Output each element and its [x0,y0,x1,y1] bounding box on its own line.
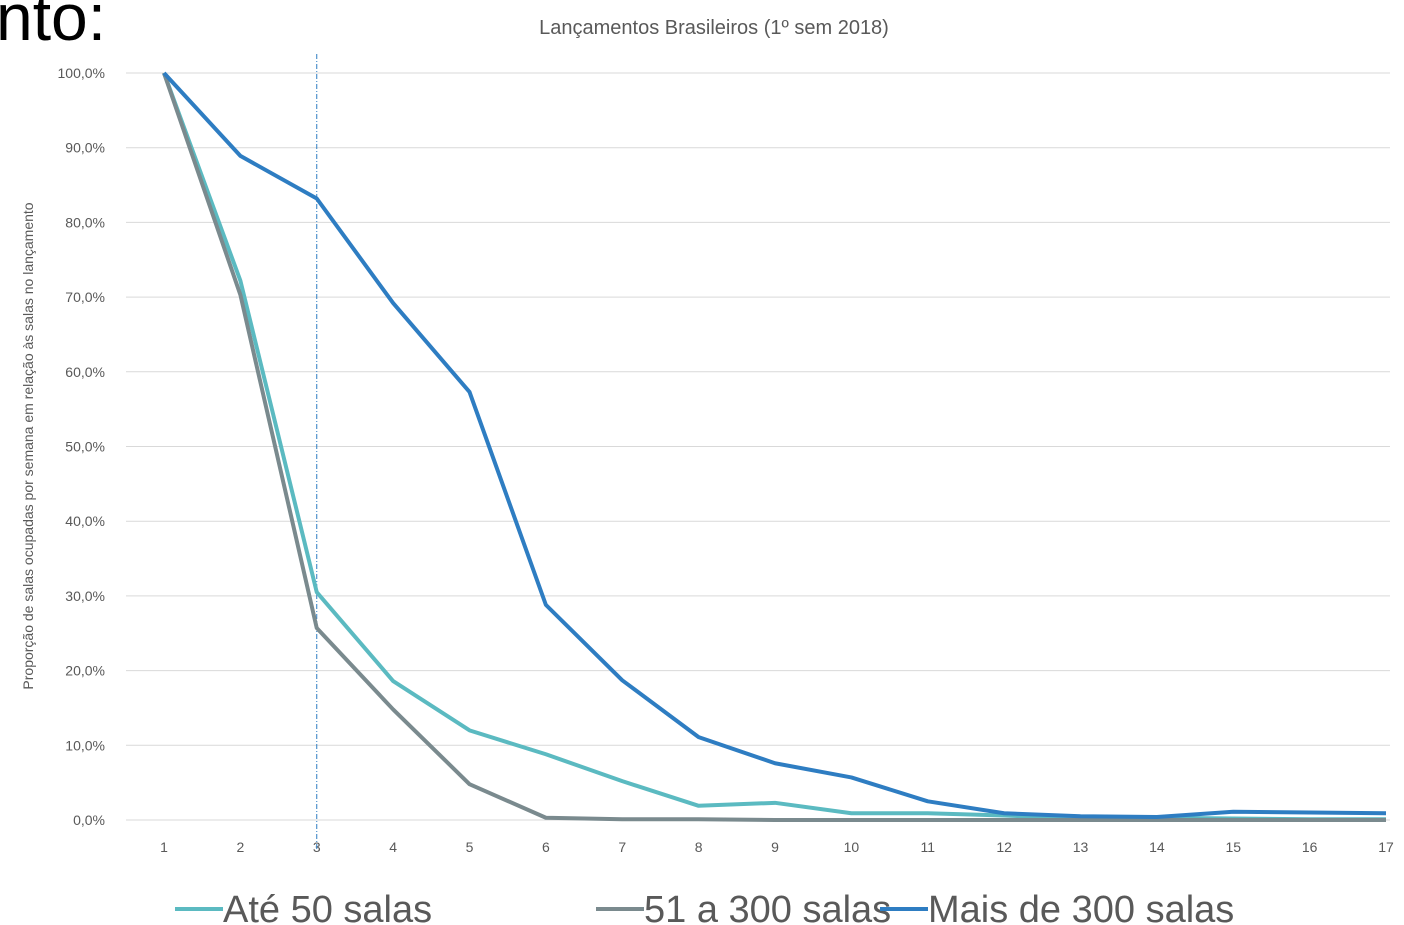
x-tick-label: 8 [695,839,703,855]
x-tick-label: 12 [996,839,1012,855]
header-fragment: nto: [0,0,106,54]
y-tick-label: 20,0% [65,663,105,679]
series-line [162,71,1387,820]
y-tick-label: 0,0% [73,812,105,828]
x-tick-label: 9 [771,839,779,855]
y-tick-label: 80,0% [65,214,105,230]
y-axis-label: Proporção de salas ocupadas por semana e… [20,202,36,689]
y-tick-label: 60,0% [65,364,105,380]
y-tick-label: 90,0% [65,140,105,156]
y-tick-label: 30,0% [65,588,105,604]
x-tick-label: 17 [1378,839,1394,855]
y-tick-label: 40,0% [65,513,105,529]
x-tick-label: 11 [920,839,935,855]
x-tick-label: 4 [389,839,397,855]
x-tick-label: 15 [1225,839,1241,855]
x-tick-label: 6 [542,839,550,855]
y-tick-label: 100,0% [58,65,105,81]
y-tick-label: 10,0% [65,737,105,753]
x-tick-label: 5 [466,839,474,855]
x-tick-label: 10 [844,839,860,855]
legend-label: Até 50 salas [223,889,432,925]
y-tick-label: 50,0% [65,439,105,455]
legend-label: Mais de 300 salas [928,889,1234,925]
x-tick-label: 13 [1073,839,1089,855]
x-tick-label: 7 [618,839,626,855]
y-tick-label: 70,0% [65,289,105,305]
series-line [162,72,1386,822]
x-tick-label: 16 [1302,839,1318,855]
x-tick-label: 14 [1149,839,1165,855]
x-tick-label: 2 [236,839,244,855]
x-tick-label: 1 [160,839,168,855]
legend-label: 51 a 300 salas [644,889,891,925]
chart-title: Lançamentos Brasileiros (1º sem 2018) [539,17,889,39]
